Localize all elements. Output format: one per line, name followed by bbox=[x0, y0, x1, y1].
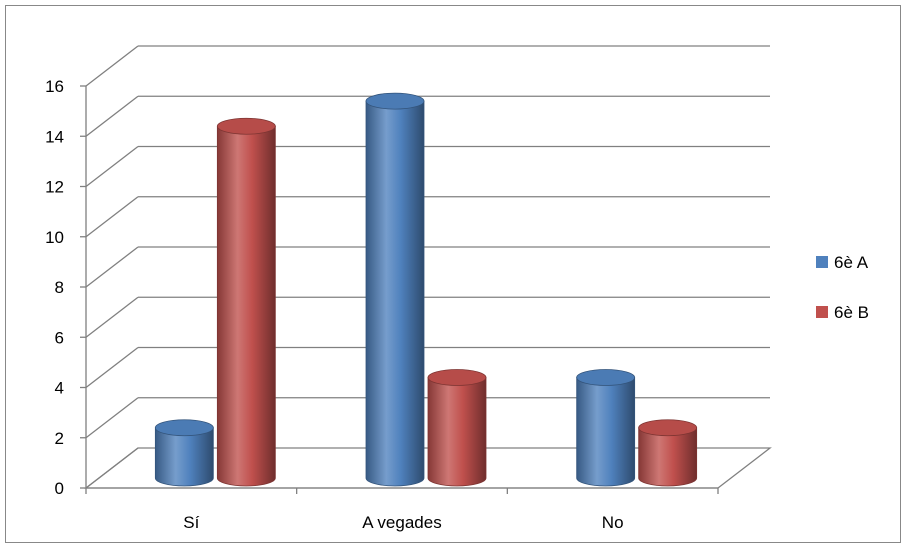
x-category-label: A vegades bbox=[362, 513, 441, 532]
legend-label: 6è A bbox=[834, 253, 869, 272]
legend-label: 6è B bbox=[834, 303, 869, 322]
bar-top bbox=[154, 419, 214, 437]
bar-top bbox=[638, 419, 698, 437]
bar-series-a bbox=[154, 419, 214, 487]
y-tick-label: 6 bbox=[55, 328, 64, 347]
y-tick-label: 12 bbox=[45, 178, 64, 197]
gridline-side bbox=[85, 145, 139, 188]
bar-series-a bbox=[365, 92, 425, 487]
gridline-side bbox=[85, 95, 139, 137]
legend: 6è A 6è B bbox=[816, 253, 869, 322]
axes bbox=[80, 85, 719, 494]
x-category-label: No bbox=[602, 513, 624, 532]
legend-swatch bbox=[816, 256, 828, 268]
bar-top bbox=[216, 117, 276, 135]
gridline-side bbox=[85, 447, 139, 489]
y-tick-label: 10 bbox=[45, 228, 64, 247]
bar-top bbox=[365, 92, 425, 110]
bar-body bbox=[576, 377, 636, 487]
bar-body bbox=[216, 125, 276, 487]
gridline-side bbox=[85, 296, 139, 338]
bar-body bbox=[638, 427, 698, 487]
y-tick-label: 2 bbox=[55, 429, 64, 448]
bar-body bbox=[427, 377, 487, 487]
x-category-label: Sí bbox=[183, 513, 199, 532]
bar-top bbox=[427, 369, 487, 386]
bars bbox=[154, 92, 698, 487]
chart-frame: 0 2 4 6 8 10 12 14 16 Sí A vegades No 6è A 6è B bbox=[5, 5, 901, 543]
bar-series-b bbox=[427, 369, 487, 487]
bar-series-b bbox=[216, 117, 276, 487]
gridline-side bbox=[85, 346, 139, 389]
bar-body bbox=[154, 427, 214, 487]
bar-series-b bbox=[638, 419, 698, 487]
gridline-side bbox=[85, 397, 139, 439]
y-tick-label: 8 bbox=[55, 278, 64, 297]
y-tick-label: 16 bbox=[45, 77, 64, 96]
gridline-side bbox=[85, 196, 139, 238]
y-tick-label: 14 bbox=[45, 127, 64, 146]
bar-top bbox=[576, 369, 636, 386]
gridline-side bbox=[85, 45, 139, 87]
bar-body bbox=[365, 100, 425, 487]
y-tick-label: 4 bbox=[55, 379, 64, 398]
gridline-side bbox=[85, 246, 139, 288]
legend-swatch bbox=[816, 306, 828, 318]
y-tick-label: 0 bbox=[55, 479, 64, 498]
bar-series-a bbox=[576, 369, 636, 487]
axis-labels: 0 2 4 6 8 10 12 14 16 Sí A vegades No bbox=[45, 77, 623, 532]
cylinder-bar-chart: 0 2 4 6 8 10 12 14 16 Sí A vegades No 6è A 6è B bbox=[45, 45, 869, 532]
